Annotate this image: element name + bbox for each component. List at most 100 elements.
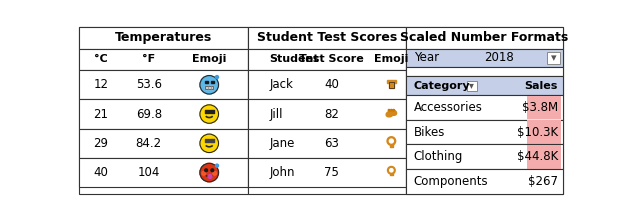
Text: 84.2: 84.2: [136, 137, 162, 150]
Bar: [387, 80, 396, 83]
Text: Bikes: Bikes: [414, 125, 445, 139]
Text: °C: °C: [94, 54, 108, 64]
Bar: [79, 99, 248, 129]
Text: Category: Category: [414, 81, 471, 91]
Bar: [79, 27, 248, 194]
Bar: [406, 169, 563, 194]
Circle shape: [389, 168, 394, 173]
Text: Jack: Jack: [270, 78, 294, 91]
Bar: [248, 49, 406, 70]
Bar: [406, 95, 563, 120]
Bar: [248, 158, 406, 187]
Text: ▾: ▾: [469, 81, 474, 91]
Bar: [248, 27, 406, 49]
Circle shape: [215, 164, 218, 167]
Text: °F: °F: [142, 54, 155, 64]
Bar: [79, 129, 248, 158]
Bar: [248, 27, 406, 194]
Circle shape: [393, 110, 394, 111]
Bar: [210, 139, 214, 142]
Bar: [406, 49, 563, 67]
Bar: [79, 158, 248, 187]
Bar: [248, 70, 406, 99]
Text: $3.8M: $3.8M: [522, 101, 558, 114]
Text: John: John: [270, 166, 295, 179]
Circle shape: [200, 105, 218, 123]
Bar: [390, 141, 393, 147]
Text: Year: Year: [414, 51, 439, 64]
Bar: [248, 99, 406, 129]
Bar: [248, 129, 406, 158]
Circle shape: [213, 171, 217, 175]
Text: ▾: ▾: [550, 53, 556, 63]
Bar: [390, 171, 393, 175]
Text: 40: 40: [93, 166, 108, 179]
Bar: [527, 120, 561, 144]
Bar: [527, 145, 561, 169]
Bar: [205, 110, 209, 113]
Text: 21: 21: [93, 108, 108, 121]
Bar: [406, 120, 563, 145]
Text: Sales: Sales: [525, 81, 558, 91]
Text: Emoji: Emoji: [374, 54, 409, 64]
Circle shape: [208, 175, 212, 178]
Text: 75: 75: [324, 166, 339, 179]
Circle shape: [211, 169, 213, 172]
Text: 40: 40: [324, 78, 339, 91]
Bar: [79, 70, 248, 99]
Bar: [205, 86, 213, 89]
Bar: [406, 145, 563, 169]
Text: 69.8: 69.8: [136, 108, 162, 121]
Circle shape: [200, 163, 218, 182]
Circle shape: [215, 76, 218, 79]
Text: Clothing: Clothing: [414, 150, 463, 163]
Text: Scaled Number Formats: Scaled Number Formats: [400, 31, 568, 44]
Bar: [205, 86, 213, 89]
Text: Emoji: Emoji: [192, 54, 227, 64]
Bar: [466, 81, 476, 91]
Bar: [79, 49, 248, 70]
Text: 63: 63: [324, 137, 339, 150]
Bar: [527, 95, 561, 119]
Text: 104: 104: [138, 166, 160, 179]
Bar: [406, 67, 563, 76]
Text: Temperatures: Temperatures: [115, 31, 212, 44]
Text: $267: $267: [528, 175, 558, 188]
Bar: [389, 82, 394, 88]
Bar: [211, 81, 214, 83]
Bar: [205, 139, 209, 142]
Text: Accessories: Accessories: [414, 101, 483, 114]
Circle shape: [388, 138, 394, 144]
Text: 29: 29: [93, 137, 108, 150]
Bar: [79, 27, 248, 49]
Text: Jane: Jane: [270, 137, 295, 150]
Circle shape: [205, 169, 208, 172]
Circle shape: [391, 110, 392, 111]
Text: Student: Student: [270, 54, 319, 64]
Circle shape: [200, 76, 218, 94]
Text: Student Test Scores: Student Test Scores: [257, 31, 397, 44]
Circle shape: [200, 134, 218, 153]
Circle shape: [389, 139, 393, 143]
Ellipse shape: [389, 110, 397, 115]
Circle shape: [388, 110, 390, 111]
Circle shape: [202, 171, 206, 175]
Bar: [406, 27, 563, 49]
Bar: [205, 81, 208, 83]
Text: 2018: 2018: [484, 51, 514, 64]
Bar: [210, 110, 214, 113]
Text: Components: Components: [414, 175, 488, 188]
Circle shape: [389, 169, 393, 172]
Bar: [389, 82, 394, 88]
Ellipse shape: [386, 111, 394, 117]
Bar: [406, 27, 563, 194]
Text: $44.8K: $44.8K: [516, 150, 558, 163]
Text: 12: 12: [93, 78, 108, 91]
Text: Test Score: Test Score: [299, 54, 364, 64]
Text: 53.6: 53.6: [136, 78, 162, 91]
Text: 82: 82: [324, 108, 339, 121]
Text: $10.3K: $10.3K: [517, 125, 558, 139]
Bar: [547, 52, 560, 64]
Bar: [406, 76, 563, 95]
Text: Jill: Jill: [270, 108, 283, 121]
